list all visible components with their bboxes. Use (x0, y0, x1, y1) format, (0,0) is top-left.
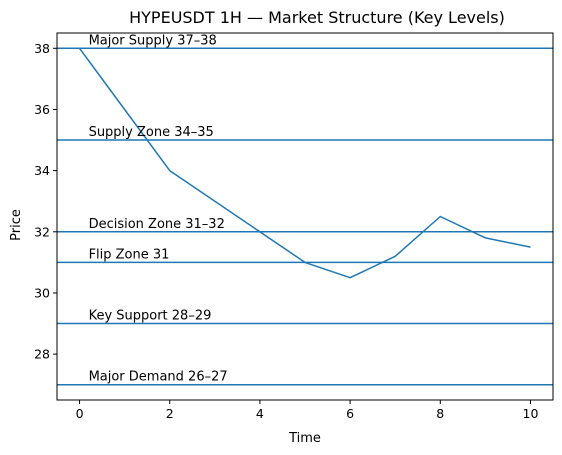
x-tick-label-3: 6 (346, 406, 354, 421)
y-tick-label-2: 32 (34, 224, 50, 239)
y-tick-label-4: 36 (34, 102, 50, 117)
chart-title: HYPEUSDT 1H — Market Structure (Key Leve… (129, 8, 505, 27)
y-tick-label-5: 38 (34, 41, 50, 56)
y-axis-label: Price (9, 209, 24, 241)
level-label-1: Supply Zone 34–35 (89, 125, 214, 140)
price-series-line (78, 47, 531, 279)
x-axis-label: Time (288, 431, 321, 446)
x-tick-label-0: 0 (76, 406, 84, 421)
level-label-0: Major Supply 37–38 (89, 33, 217, 48)
x-tick-label-5: 10 (523, 406, 539, 421)
y-axis: 28 30 32 34 36 38 (34, 41, 57, 362)
y-tick-label-0: 28 (34, 347, 50, 362)
level-label-3: Flip Zone 31 (89, 247, 170, 262)
plot-area: Major Supply 37–38 Supply Zone 34–35 Decis… (57, 33, 553, 386)
x-tick-label-1: 2 (166, 406, 174, 421)
x-axis: 0 2 4 6 8 10 (76, 400, 539, 421)
level-label-2: Decision Zone 31–32 (89, 217, 225, 232)
level-label-4: Key Support 28–29 (89, 309, 212, 324)
x-tick-label-2: 4 (256, 406, 264, 421)
plot-frame (56, 32, 554, 401)
y-tick-label-3: 34 (34, 163, 50, 178)
x-tick-label-4: 8 (436, 406, 444, 421)
level-label-5: Major Demand 26–27 (89, 370, 228, 385)
y-tick-label-1: 30 (34, 285, 50, 300)
